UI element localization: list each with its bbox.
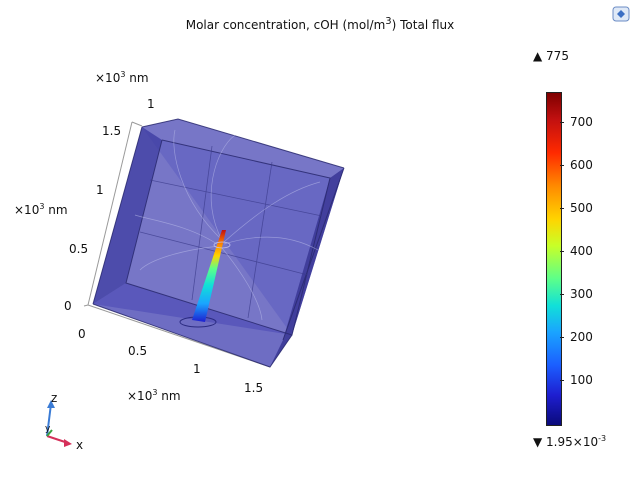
axis-triad — [46, 400, 72, 447]
axis-unit-label-bottom: ×103 nm — [127, 388, 181, 403]
tick-label: 0.5 — [69, 242, 89, 256]
plot-title: Molar concentration, cOH (mol/m3) Total … — [185, 16, 455, 32]
colorbar-tick-label: 200 — [570, 330, 593, 344]
colorbar-tick-label: 300 — [570, 287, 593, 301]
colorbar-tick-label: 600 — [570, 158, 593, 172]
triad-x-label: x — [76, 438, 84, 452]
colorbar-tick-label: 500 — [570, 201, 593, 215]
tick-label: 1 — [96, 183, 104, 197]
colorbar-max-marker: ▲ 775 — [533, 49, 569, 63]
tick-label: 1.5 — [102, 124, 122, 138]
tick-label: 0 — [78, 327, 86, 341]
flux-spike — [179, 230, 231, 328]
colorbar-min-marker: ▼ 1.95×10-3 — [533, 434, 607, 449]
graphics-window-icon[interactable] — [612, 6, 630, 22]
colorbar-tick-label: 700 — [570, 115, 593, 129]
colorbar-tick-label: 400 — [570, 244, 593, 258]
triad-z-label: z — [51, 391, 58, 405]
domain-box — [92, 118, 345, 368]
tick-label: 0 — [64, 299, 72, 313]
tick-label: 1 — [193, 362, 201, 376]
tick-label: 0.5 — [128, 344, 148, 358]
triad-y-label: y — [45, 424, 51, 434]
axis-unit-label-left: ×103 nm — [14, 202, 68, 217]
colorbar-tick-label: 100 — [570, 373, 593, 387]
tick-label: 1 — [147, 97, 155, 111]
colorbar — [546, 92, 562, 426]
axis-unit-label-top: ×103 nm — [95, 70, 149, 85]
tick-label: 1.5 — [244, 381, 264, 395]
